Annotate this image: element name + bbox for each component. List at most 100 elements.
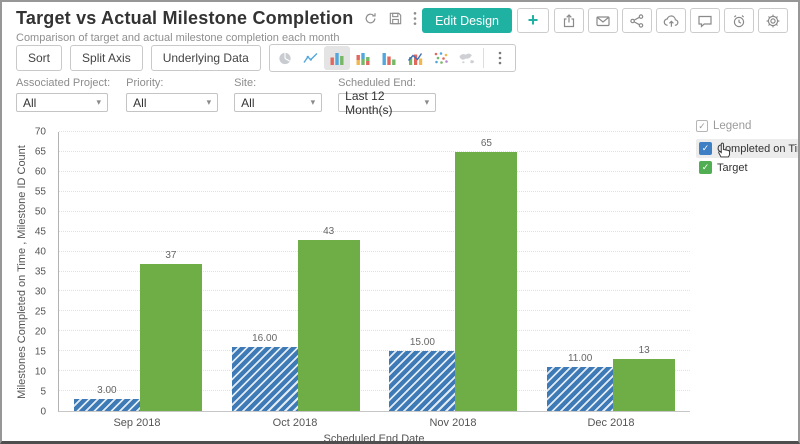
site-select[interactable]: All ▾: [234, 93, 323, 112]
chart-type-icons: [272, 46, 480, 70]
bar-group-dec-2018: 11.00 13: [532, 132, 690, 411]
y-tick-label: 70: [34, 126, 46, 138]
legend-checkbox-target[interactable]: ✓: [699, 161, 712, 174]
header-actions: Edit Design +: [422, 8, 788, 33]
gridline: [59, 131, 690, 132]
associated-project-select[interactable]: All ▾: [16, 93, 108, 112]
underlying-data-button[interactable]: Underlying Data: [150, 45, 261, 71]
y-tick-label: 50: [34, 206, 46, 218]
site-filter: Site: All ▾: [234, 77, 323, 112]
selected-value: All: [241, 95, 255, 110]
line-chart-icon[interactable]: [298, 46, 324, 70]
bar-completed-on-time-dec-2018[interactable]: [547, 367, 614, 411]
bar-target-nov-2018[interactable]: [455, 151, 518, 411]
gridline: [59, 330, 690, 332]
add-button[interactable]: +: [517, 8, 549, 33]
associated-project-filter: Associated Project: All ▾: [16, 77, 110, 112]
selected-value: All: [23, 95, 37, 110]
gridline: [59, 390, 690, 392]
share-icon[interactable]: [622, 8, 652, 33]
scheduled-end-filter: Scheduled End: Last 12 Month(s) ▾: [338, 77, 437, 117]
header-left: Target vs Actual Milestone Completion Co…: [16, 8, 417, 44]
legend-checkbox-completed-on-time[interactable]: ✓: [699, 142, 712, 155]
y-axis-ticks: 0 5 10 15 20 25 30 35 40 45 50 55 60 65 70: [12, 127, 52, 418]
scheduled-end-select[interactable]: Last 12 Month(s) ▾: [338, 89, 437, 117]
comment-icon[interactable]: [690, 8, 720, 33]
export-icon[interactable]: [554, 8, 584, 33]
data-label: 37: [165, 249, 177, 261]
gridline: [59, 370, 690, 372]
scatter-chart-icon[interactable]: [428, 46, 454, 70]
bar-target-sep-2018[interactable]: [139, 263, 202, 411]
action-button-group: [554, 8, 788, 33]
page-title: Target vs Actual Milestone Completion: [16, 8, 354, 28]
y-tick-label: 10: [34, 366, 46, 378]
legend-title: Legend: [713, 120, 752, 132]
gridline: [59, 290, 690, 292]
x-axis-labels: Sep 2018 Oct 2018 Nov 2018 Dec 2018: [58, 417, 690, 429]
y-tick-label: 30: [34, 286, 46, 298]
report-header: Target vs Actual Milestone Completion Co…: [16, 8, 788, 44]
selected-value: Last 12 Month(s): [345, 88, 393, 117]
y-tick-label: 60: [34, 166, 46, 178]
mail-icon[interactable]: [588, 8, 618, 33]
legend-item-target[interactable]: ✓ Target: [696, 158, 798, 177]
data-label: 13: [638, 345, 650, 357]
data-label: 15.00: [409, 337, 435, 349]
legend-checkbox[interactable]: ✓: [696, 120, 708, 132]
priority-filter: Priority: All ▾: [126, 77, 219, 112]
legend-toggle[interactable]: ✓ Legend: [696, 120, 798, 132]
more-chart-types-icon[interactable]: [487, 46, 513, 70]
split-axis-button[interactable]: Split Axis: [70, 45, 143, 71]
bar-group-oct-2018: 16.00 43: [217, 132, 375, 411]
bar-column: 13: [613, 132, 676, 411]
bar-column: 37: [139, 132, 202, 411]
bar-target-dec-2018[interactable]: [613, 359, 676, 411]
bar-column: 43: [297, 132, 360, 411]
x-axis-title: Scheduled End Date: [323, 433, 425, 444]
alarm-icon[interactable]: [724, 8, 754, 33]
settings-icon[interactable]: [758, 8, 788, 33]
chevron-down-icon: ▾: [96, 97, 101, 107]
plot-area: 3.00 37 16.00 43 15.00 65 11.00 13: [58, 131, 690, 412]
filter-label: Site:: [234, 77, 257, 89]
gridline: [59, 210, 690, 212]
combo-chart-icon[interactable]: [402, 46, 428, 70]
stacked-bar-chart-icon[interactable]: [350, 46, 376, 70]
bar-column: 16.00: [231, 132, 298, 411]
data-label: 11.00: [567, 353, 593, 365]
edit-design-button[interactable]: Edit Design: [422, 8, 512, 33]
bar-completed-on-time-oct-2018[interactable]: [231, 347, 298, 411]
bar-completed-on-time-sep-2018[interactable]: [73, 399, 140, 411]
y-tick-label: 25: [34, 306, 46, 318]
bar-completed-on-time-nov-2018[interactable]: [389, 351, 456, 411]
map-chart-icon[interactable]: [454, 46, 480, 70]
pie-chart-icon[interactable]: [272, 46, 298, 70]
bar-chart-icon[interactable]: [323, 46, 350, 70]
x-tick-label: Nov 2018: [429, 417, 477, 429]
bar-target-oct-2018[interactable]: [297, 239, 360, 411]
priority-select[interactable]: All ▾: [126, 93, 219, 112]
descending-bar-chart-icon[interactable]: [376, 46, 402, 70]
filter-label: Scheduled End:: [338, 77, 416, 89]
y-tick-label: 0: [40, 406, 46, 418]
gridline: [59, 250, 690, 252]
sort-button[interactable]: Sort: [16, 45, 63, 71]
filter-label: Priority:: [126, 77, 164, 89]
gridline: [59, 150, 690, 152]
chevron-down-icon: ▾: [310, 97, 316, 107]
legend-item-completed-on-time[interactable]: ✓ Completed on Time: [696, 139, 798, 158]
y-tick-label: 35: [34, 266, 46, 278]
cloud-upload-icon[interactable]: [656, 8, 686, 33]
data-label: 43: [323, 225, 335, 237]
page-subtitle: Comparison of target and actual mileston…: [16, 32, 340, 44]
refresh-icon[interactable]: [363, 11, 378, 26]
bar-group-sep-2018: 3.00 37: [59, 132, 217, 411]
save-icon[interactable]: [388, 11, 403, 26]
x-tick-label: Oct 2018: [272, 417, 318, 429]
bar-groups: 3.00 37 16.00 43 15.00 65 11.00 13: [59, 132, 690, 411]
gridline: [59, 350, 690, 352]
gridline: [59, 270, 690, 272]
bar-column: 3.00: [73, 132, 140, 411]
more-options-icon[interactable]: [413, 11, 417, 26]
